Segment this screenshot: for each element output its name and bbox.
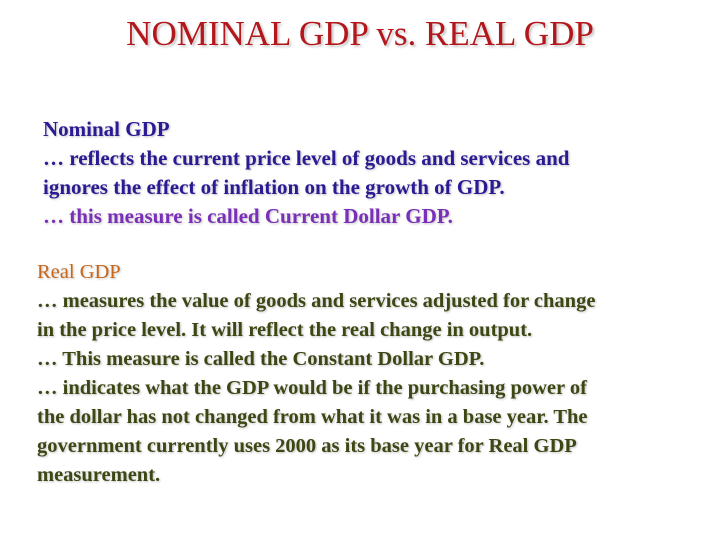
- nominal-gdp-line-3: … this measure is called Current Dollar …: [43, 204, 453, 228]
- real-gdp-line-7: measurement.: [37, 464, 161, 486]
- real-gdp-line-5: the dollar has not changed from what it …: [37, 406, 588, 428]
- real-gdp-line-4: … indicates what the GDP would be if the…: [37, 377, 587, 399]
- real-gdp-section: Real GDP … measures the value of goods a…: [37, 258, 595, 490]
- nominal-gdp-section: Nominal GDP … reflects the current price…: [43, 115, 569, 231]
- real-gdp-line-6: government currently uses 2000 as its ba…: [37, 435, 577, 457]
- real-gdp-line-3: … This measure is called the Constant Do…: [37, 348, 485, 370]
- real-gdp-line-2: in the price level. It will reflect the …: [37, 319, 533, 341]
- slide-title: NOMINAL GDP vs. REAL GDP: [126, 14, 594, 53]
- nominal-gdp-line-2: ignores the effect of inflation on the g…: [43, 175, 505, 199]
- real-gdp-line-1: … measures the value of goods and servic…: [37, 290, 596, 312]
- nominal-gdp-heading: Nominal GDP: [43, 117, 170, 141]
- nominal-gdp-line-1: … reflects the current price level of go…: [43, 146, 570, 170]
- real-gdp-heading: Real GDP: [37, 261, 121, 283]
